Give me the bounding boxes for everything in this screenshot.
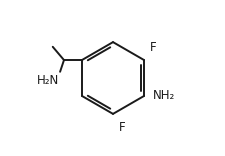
Text: H₂N: H₂N xyxy=(37,74,59,87)
Text: NH₂: NH₂ xyxy=(152,89,174,102)
Text: F: F xyxy=(150,41,156,54)
Text: F: F xyxy=(119,121,125,134)
